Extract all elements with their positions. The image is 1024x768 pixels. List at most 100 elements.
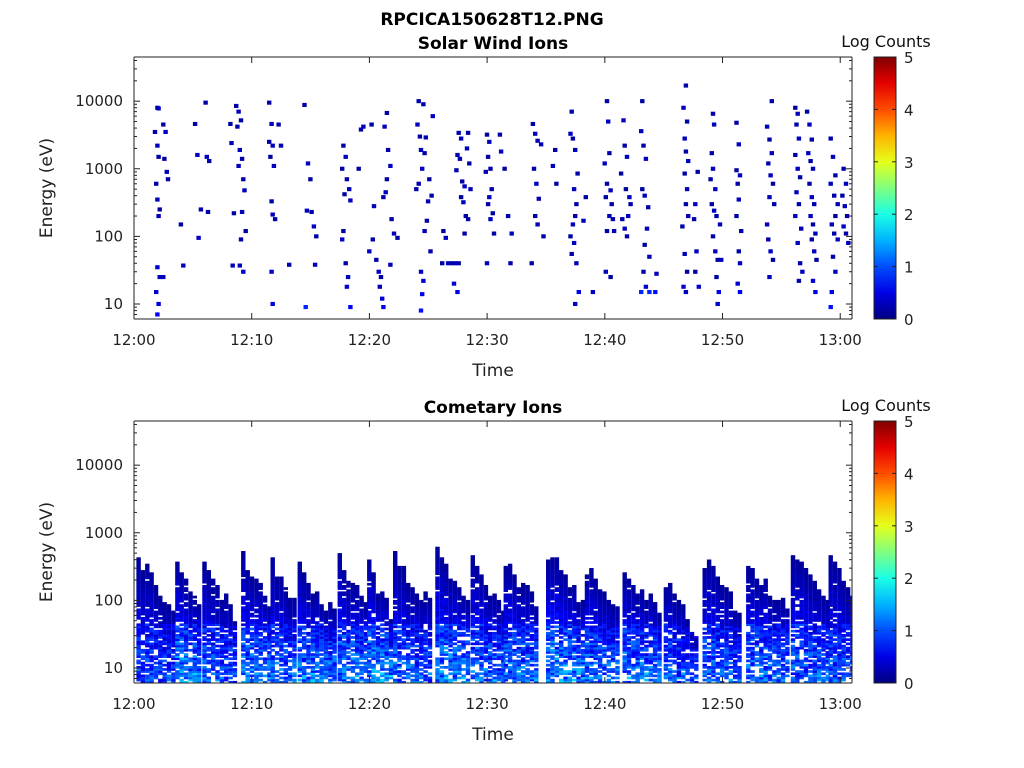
spectrogram-cell	[622, 657, 627, 661]
spectrogram-cell	[279, 638, 284, 641]
spectrogram-cell	[584, 646, 590, 650]
spectrogram-cell	[635, 663, 640, 667]
spectrogram-cell	[492, 631, 497, 635]
spectrogram-cell	[410, 597, 415, 601]
spectrogram-cell	[270, 602, 275, 605]
spectrogram-cell	[533, 214, 538, 219]
spectrogram-cell	[342, 625, 347, 629]
spectrogram-cell	[488, 610, 493, 614]
spectrogram-cell	[279, 591, 284, 595]
spectrogram-cell	[470, 674, 475, 678]
spectrogram-cell	[367, 655, 372, 658]
spectrogram-cell	[302, 625, 307, 629]
spectrogram-cell	[631, 631, 636, 635]
spectrogram-cell	[410, 627, 415, 631]
spectrogram-cell	[202, 674, 207, 678]
spectrogram-cell	[323, 617, 329, 620]
spectrogram-cell	[626, 657, 632, 661]
spectrogram-cell	[188, 657, 193, 661]
spectrogram-cell	[279, 619, 284, 622]
spectrogram-cell	[274, 657, 280, 661]
spectrogram-cell	[635, 676, 640, 680]
spectrogram-cell	[444, 574, 449, 578]
spectrogram-cell	[315, 653, 320, 656]
spectrogram-cell	[230, 263, 235, 268]
spectrogram-cell	[397, 666, 402, 669]
spectrogram-cell	[602, 597, 607, 601]
spectrogram-cell	[211, 608, 216, 612]
spectrogram-cell	[529, 648, 535, 652]
spectrogram-cell	[375, 631, 381, 635]
spectrogram-cell	[554, 589, 560, 592]
spectrogram-cell	[567, 651, 573, 654]
spectrogram-cell	[501, 657, 506, 661]
spectrogram-cell	[641, 269, 646, 274]
spectrogram-cell	[452, 591, 458, 595]
spectrogram-cell	[397, 638, 402, 641]
spectrogram-cell	[397, 680, 402, 683]
spectrogram-cell	[584, 644, 590, 648]
spectrogram-cell	[648, 617, 653, 620]
spectrogram-cell	[507, 585, 513, 588]
spectrogram-cell	[337, 625, 342, 629]
spectrogram-cell	[606, 617, 611, 620]
spectrogram-cell	[525, 634, 530, 637]
spectrogram-cell	[355, 636, 360, 639]
spectrogram-cell	[245, 672, 250, 676]
spectrogram-cell	[406, 606, 411, 609]
spectrogram-cell	[346, 582, 351, 586]
spectrogram-cell	[503, 638, 508, 641]
spectrogram-cell	[342, 642, 347, 646]
spectrogram-cell	[602, 612, 607, 616]
spectrogram-cell	[546, 574, 551, 578]
spectrogram-cell	[589, 591, 594, 595]
spectrogram-cell	[410, 638, 415, 641]
spectrogram-cell	[153, 623, 159, 627]
spectrogram-cell	[323, 674, 329, 678]
spectrogram-cell	[529, 678, 535, 682]
spectrogram-cell	[359, 597, 364, 601]
spectrogram-cell	[380, 634, 385, 637]
spectrogram-cell	[136, 595, 141, 599]
spectrogram-cell	[145, 570, 150, 573]
spectrogram-cell	[219, 604, 225, 607]
spectrogram-cell	[584, 663, 590, 667]
spectrogram-cell	[465, 606, 471, 609]
spectrogram-cell	[593, 597, 598, 601]
spectrogram-cell	[479, 576, 484, 580]
spectrogram-cell	[483, 597, 489, 601]
spectrogram-cell	[414, 663, 420, 667]
spectrogram-cell	[766, 237, 771, 242]
spectrogram-cell	[140, 597, 146, 601]
spectrogram-cell	[593, 602, 598, 605]
spectrogram-cell	[267, 614, 272, 618]
spectrogram-cell	[388, 619, 394, 622]
spectrogram-cell	[188, 595, 193, 599]
spectrogram-cell	[461, 640, 466, 644]
spectrogram-cell	[576, 678, 581, 682]
spectrogram-cell	[355, 680, 360, 683]
spectrogram-cell	[622, 608, 627, 612]
spectrogram-cell	[183, 666, 189, 669]
spectrogram-cell	[287, 636, 293, 639]
spectrogram-cell	[309, 209, 314, 214]
spectrogram-cell	[249, 582, 255, 586]
spectrogram-cell	[310, 621, 316, 624]
spectrogram-cell	[465, 659, 471, 663]
spectrogram-cell	[483, 604, 489, 607]
spectrogram-cell	[197, 672, 202, 676]
spectrogram-cell	[554, 582, 560, 586]
spectrogram-cell	[359, 648, 364, 652]
spectrogram-cell	[483, 644, 489, 648]
spectrogram-cell	[559, 570, 564, 573]
spectrogram-cell	[202, 574, 207, 578]
spectrogram-cell	[525, 653, 530, 656]
spectrogram-cell	[525, 617, 530, 620]
spectrogram-cell	[155, 143, 160, 148]
spectrogram-cell	[414, 668, 420, 671]
spectrogram-cell	[397, 574, 402, 578]
spectrogram-cell	[512, 587, 517, 590]
spectrogram-cell	[479, 608, 484, 612]
spectrogram-cell	[183, 582, 189, 586]
spectrogram-cell	[448, 578, 453, 582]
